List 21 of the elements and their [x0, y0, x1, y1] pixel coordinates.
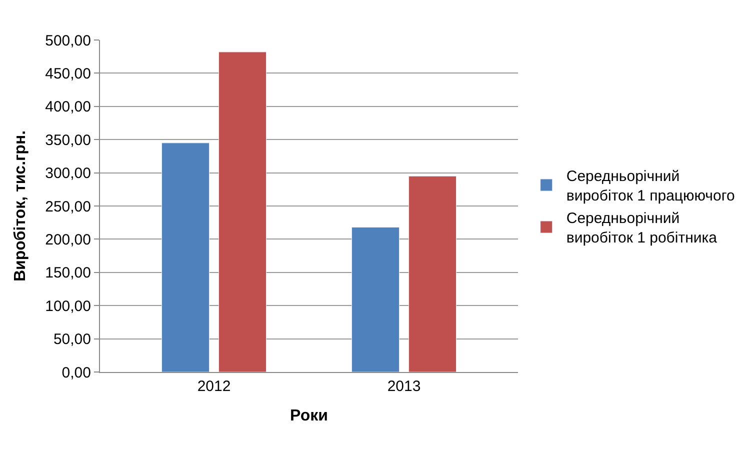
bar: [218, 52, 266, 372]
y-tick-label: 400,00: [45, 98, 91, 116]
x-tick-label: 2013: [387, 378, 421, 395]
x-axis-title: Роки: [290, 408, 328, 425]
y-tick-label: 50,00: [53, 331, 91, 348]
y-tick-label: 150,00: [45, 264, 91, 282]
y-tick-label: 200,00: [45, 231, 91, 248]
y-axis-title: Виробіток, тис.грн.: [12, 130, 30, 282]
bar: [352, 227, 400, 372]
legend-label: Середньорічний виробіток 1 робітника: [566, 210, 718, 247]
y-tick-label: 250,00: [45, 198, 91, 216]
y-tick-label: 500,00: [45, 32, 91, 50]
legend-label: Середньорічний виробіток 1 працюючого: [566, 168, 735, 205]
y-tick-label: 300,00: [45, 165, 91, 182]
x-tick-label: 2012: [197, 378, 231, 395]
y-tick-label: 0,00: [62, 364, 91, 382]
y-tick-label: 450,00: [45, 65, 91, 82]
y-tick-label: 350,00: [45, 132, 91, 149]
bar: [162, 142, 210, 372]
y-tick-label: 100,00: [45, 298, 91, 315]
bar: [408, 176, 456, 372]
